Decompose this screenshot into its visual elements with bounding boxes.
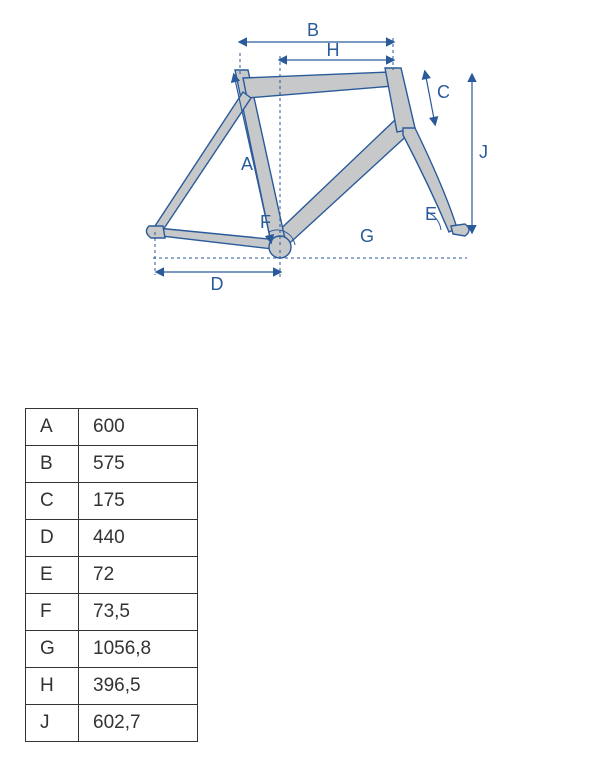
table-row: D 440 bbox=[26, 520, 198, 557]
geo-key: J bbox=[26, 705, 79, 742]
geo-val: 175 bbox=[79, 483, 198, 520]
geo-key: B bbox=[26, 446, 79, 483]
table-row: E 72 bbox=[26, 557, 198, 594]
table-row: G 1056,8 bbox=[26, 631, 198, 668]
dim-label-A: A bbox=[241, 154, 253, 174]
diagram-svg: B H C J A D G F E bbox=[135, 20, 495, 320]
geo-key: F bbox=[26, 594, 79, 631]
page-root: B H C J A D G F E bbox=[0, 0, 611, 768]
table-row: A 600 bbox=[26, 409, 198, 446]
geo-val: 73,5 bbox=[79, 594, 198, 631]
dim-label-C: C bbox=[437, 82, 450, 102]
geo-key: A bbox=[26, 409, 79, 446]
table-row: J 602,7 bbox=[26, 705, 198, 742]
geo-key: E bbox=[26, 557, 79, 594]
geometry-table-body: A 600 B 575 C 175 D 440 E 72 F 73,5 bbox=[26, 409, 198, 742]
geometry-table: A 600 B 575 C 175 D 440 E 72 F 73,5 bbox=[25, 408, 198, 742]
geo-val: 600 bbox=[79, 409, 198, 446]
geo-val: 396,5 bbox=[79, 668, 198, 705]
geo-key: C bbox=[26, 483, 79, 520]
dim-label-J: J bbox=[479, 142, 488, 162]
table-row: F 73,5 bbox=[26, 594, 198, 631]
geo-val: 602,7 bbox=[79, 705, 198, 742]
table-row: H 396,5 bbox=[26, 668, 198, 705]
dim-label-B: B bbox=[307, 20, 319, 40]
table-row: C 175 bbox=[26, 483, 198, 520]
geo-key: H bbox=[26, 668, 79, 705]
frame-geometry-diagram: B H C J A D G F E bbox=[135, 20, 495, 320]
dim-label-G: G bbox=[360, 226, 374, 246]
dim-label-E: E bbox=[425, 204, 437, 224]
dim-label-H: H bbox=[327, 40, 340, 60]
geo-val: 440 bbox=[79, 520, 198, 557]
geo-val: 1056,8 bbox=[79, 631, 198, 668]
dim-label-F: F bbox=[260, 212, 271, 232]
geo-val: 575 bbox=[79, 446, 198, 483]
geo-key: G bbox=[26, 631, 79, 668]
geo-val: 72 bbox=[79, 557, 198, 594]
dim-label-D: D bbox=[211, 274, 224, 294]
geo-key: D bbox=[26, 520, 79, 557]
table-row: B 575 bbox=[26, 446, 198, 483]
